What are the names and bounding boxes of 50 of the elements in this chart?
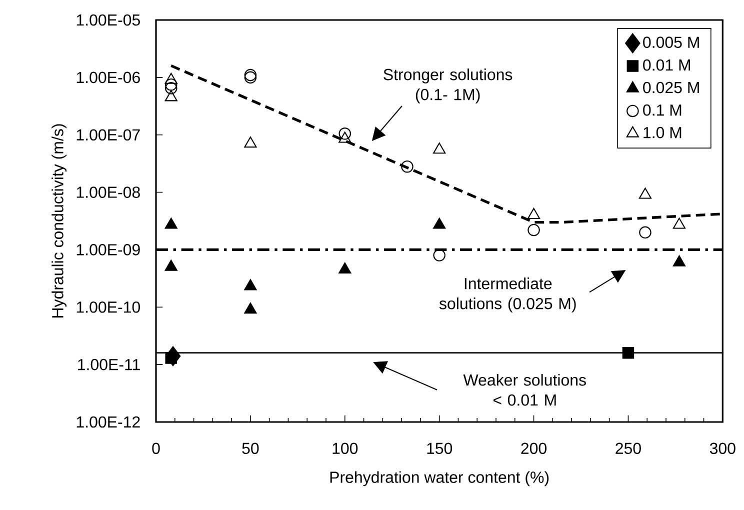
point <box>672 218 686 229</box>
x-tick-label: 50 <box>242 442 259 454</box>
point <box>528 224 540 236</box>
x-tick-label: 300 <box>710 442 736 454</box>
legend-label: 1.0 M <box>644 126 682 138</box>
point <box>401 160 414 173</box>
y-tick-label: 1.00E-06 <box>76 72 140 84</box>
point <box>639 226 652 239</box>
point <box>433 142 446 154</box>
x-axis-title: Prehydration water content (%) <box>330 471 549 486</box>
annotation: Intermediate solutions (0.025 M) <box>439 278 576 312</box>
point <box>244 136 257 148</box>
x-tick-label: 100 <box>332 442 358 454</box>
point <box>244 68 257 82</box>
y-tick-label: 1.00E-09 <box>76 244 140 256</box>
x-tick-label: 0 <box>152 442 160 454</box>
legend-label: 0.01 M <box>643 59 690 71</box>
point <box>164 218 178 229</box>
point <box>672 255 686 266</box>
legend-label: 0.005 M <box>643 36 699 48</box>
point <box>433 218 446 229</box>
annotation: Weaker solutions < 0.01 M <box>463 374 586 406</box>
point <box>164 260 178 271</box>
y-tick-label: 1.00E-07 <box>76 129 140 141</box>
legend-label: 0.1 M <box>643 104 682 116</box>
y-tick-label: 1.00E-05 <box>76 14 140 26</box>
point <box>165 352 177 364</box>
point <box>527 208 540 220</box>
y-tick-label: 1.00E-12 <box>76 416 140 428</box>
y-tick-label: 1.00E-11 <box>78 358 140 370</box>
point <box>338 262 352 274</box>
x-tick-label: 200 <box>521 442 546 454</box>
point <box>338 128 352 140</box>
point <box>244 302 257 314</box>
x-tick-label: 150 <box>427 442 452 454</box>
point <box>164 82 178 94</box>
point <box>244 71 257 84</box>
y-axis-title: Hydraulic conductivity (m/s) <box>52 124 67 318</box>
point <box>338 132 352 143</box>
point <box>164 90 178 102</box>
point <box>622 346 634 359</box>
y-tick-label: 1.00E-08 <box>76 186 140 198</box>
point <box>164 78 178 91</box>
x-tick-label: 250 <box>616 442 641 454</box>
legend-label: 0.025 M <box>643 82 699 94</box>
point <box>164 72 178 84</box>
point <box>638 188 652 199</box>
annotation: Stronger solutions (0.1- 1M) <box>384 68 512 104</box>
point <box>244 279 257 290</box>
y-tick-label: 1.00E-10 <box>76 301 140 313</box>
